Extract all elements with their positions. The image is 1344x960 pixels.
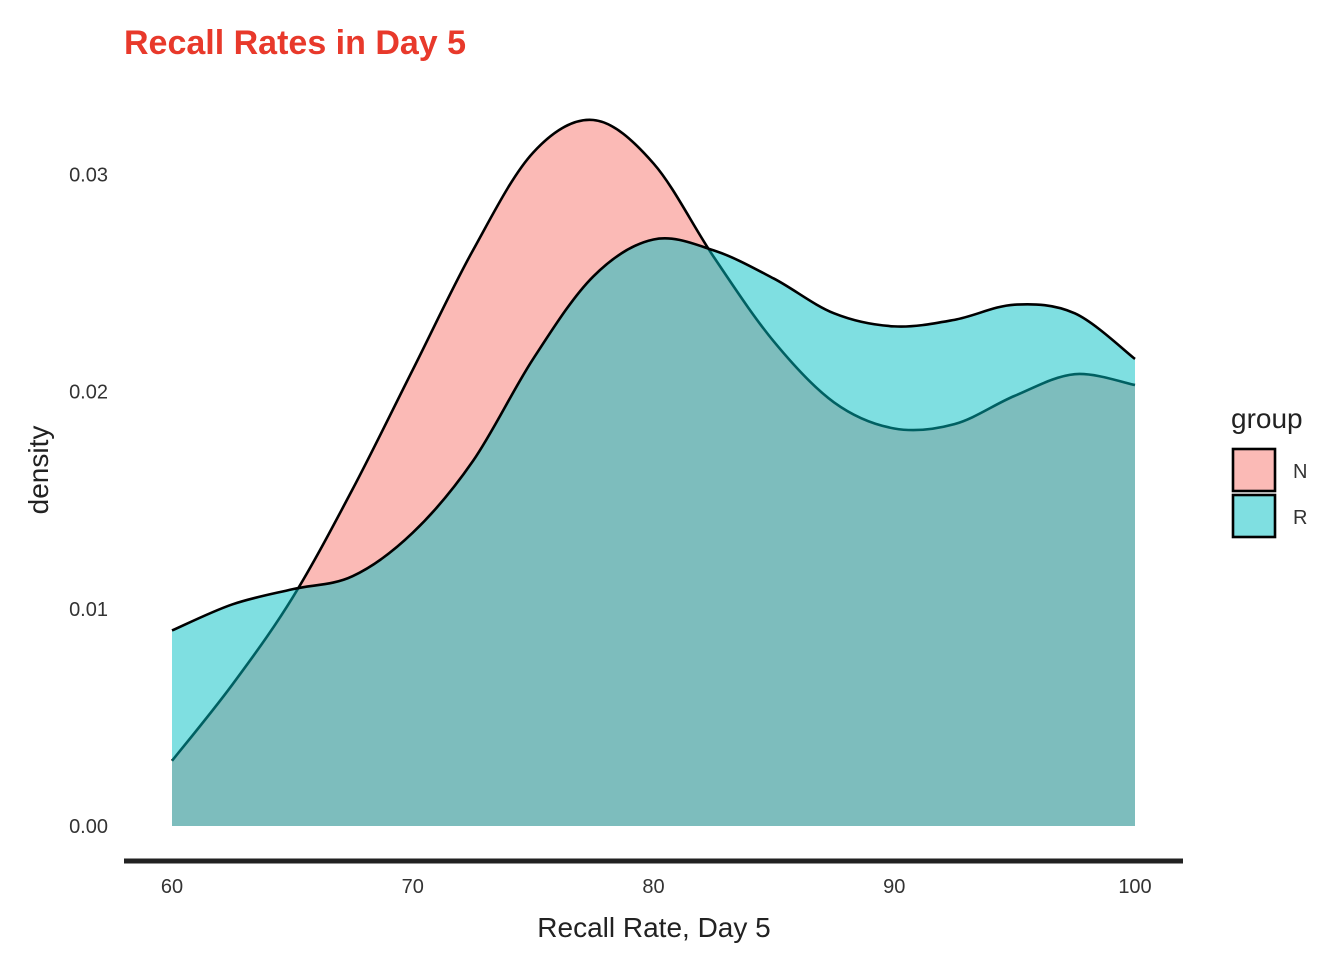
legend-items: NR [1231,447,1307,539]
legend-label-N: N [1293,461,1307,483]
legend-label-R: R [1293,507,1307,529]
x-tick-label: 90 [883,876,905,898]
y-axis-label: density [23,426,54,515]
x-axis-ticks: 60 70 80 90 100 [161,876,1152,898]
legend-key-R [1231,493,1277,539]
x-tick-label: 80 [642,876,664,898]
x-tick-label: 70 [402,876,424,898]
x-axis-label: Recall Rate, Day 5 [537,912,770,943]
x-tick-label: 60 [161,876,183,898]
density-areas [170,118,1136,827]
chart-title: Recall Rates in Day 5 [124,24,466,62]
y-axis-ticks: 0.00 0.01 0.02 0.03 [69,164,108,838]
legend-title: group [1231,403,1303,434]
density-area-R [172,238,1135,827]
y-tick-label: 0.01 [69,599,108,621]
x-tick-label: 100 [1118,876,1151,898]
y-tick-label: 0.02 [69,382,108,404]
density-line-R [171,237,1136,632]
y-tick-label: 0.03 [69,164,108,186]
y-tick-label: 0.00 [69,816,108,838]
legend-key-N [1231,447,1277,493]
legend: group NR [1231,403,1307,539]
